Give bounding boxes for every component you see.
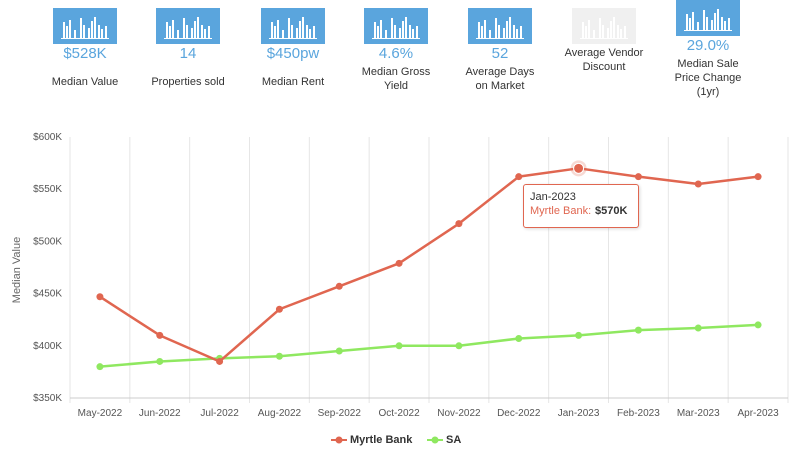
legend-marker-icon — [427, 436, 443, 444]
stat-label: Median Value — [51, 76, 119, 88]
bar-chart-icon — [468, 8, 532, 44]
stat-label-line-2: on Market — [475, 80, 525, 92]
stat-median-rent[interactable]: $450pw Median Rent — [238, 8, 348, 89]
x-tick-label: Nov-2022 — [437, 408, 481, 419]
data-point[interactable] — [96, 363, 104, 371]
data-point[interactable] — [395, 342, 403, 350]
tooltip-series: Myrtle Bank: — [530, 205, 592, 217]
stat-label-line-1: Median Sale — [677, 58, 739, 70]
stat-average-vendor-discount: Average Vendor Discount — [549, 8, 659, 74]
stat-value: 4.6% — [378, 45, 414, 62]
data-point[interactable] — [515, 173, 523, 181]
chart-grid — [69, 137, 789, 403]
legend-label: Myrtle Bank — [350, 434, 413, 446]
x-tick-label: Mar-2023 — [677, 408, 720, 419]
stat-label-line-1: Median Gross — [361, 66, 431, 78]
chart-axes: $350K $400K $450K $500K $550K $600K May-2022 Ju… — [33, 132, 788, 419]
data-point[interactable] — [754, 321, 762, 329]
hover-point[interactable] — [573, 162, 585, 174]
y-axis-title: Median Value — [11, 237, 23, 303]
x-tick-label: Apr-2023 — [738, 408, 780, 419]
data-point[interactable] — [455, 220, 463, 228]
y-tick-label: $600K — [33, 132, 62, 143]
x-tick-label: Jan-2023 — [558, 408, 600, 419]
chart-series — [96, 160, 762, 371]
data-point[interactable] — [275, 352, 283, 360]
stat-label-line-2: Price Change — [674, 72, 742, 84]
data-point[interactable] — [335, 347, 343, 355]
data-point[interactable] — [275, 305, 283, 313]
data-point[interactable] — [335, 282, 343, 290]
bar-chart-icon — [572, 8, 636, 44]
bar-chart-icon — [261, 8, 325, 44]
data-point[interactable] — [515, 334, 523, 342]
stat-value: 14 — [179, 45, 197, 62]
bar-chart-icon — [676, 0, 740, 36]
stat-value: 52 — [491, 45, 509, 62]
stat-label-line-2: Yield — [383, 80, 409, 92]
stat-properties-sold[interactable]: 14 Properties sold — [133, 8, 243, 89]
bar-chart-icon — [53, 8, 117, 44]
stat-value: 29.0% — [686, 37, 730, 54]
stat-label-line-2: Discount — [582, 61, 626, 73]
stat-label-line-1: Average Vendor — [564, 47, 644, 59]
x-tick-label: Dec-2022 — [497, 408, 541, 419]
legend-label: SA — [446, 434, 462, 446]
tooltip-date: Jan-2023 — [530, 191, 576, 203]
data-point[interactable] — [754, 173, 762, 181]
x-tick-label: May-2022 — [78, 408, 123, 419]
data-point[interactable] — [694, 324, 702, 332]
stat-median-value[interactable]: $528K Median Value — [30, 8, 140, 89]
data-point[interactable] — [634, 173, 642, 181]
bar-chart-icon — [156, 8, 220, 44]
chart-tooltip: Jan-2023 Myrtle Bank: $570K — [523, 184, 639, 228]
y-tick-label: $500K — [33, 236, 62, 247]
stat-label-line-1: Average Days — [465, 66, 535, 78]
line-chart: $350K $400K $450K $500K $550K $600K May-2022 Ju… — [11, 132, 789, 419]
data-point[interactable] — [216, 357, 224, 365]
x-tick-label: Sep-2022 — [318, 408, 362, 419]
x-tick-label: Feb-2023 — [617, 408, 660, 419]
y-tick-label: $400K — [33, 341, 62, 352]
data-point[interactable] — [575, 331, 583, 339]
stat-value: $528K — [63, 45, 107, 62]
stat-label: Properties sold — [151, 76, 225, 88]
data-point[interactable] — [694, 180, 702, 188]
stat-median-sale-price-change[interactable]: 29.0% Median Sale Price Change (1yr) — [653, 0, 763, 99]
x-tick-label: Oct-2022 — [379, 408, 421, 419]
bar-chart-icon — [364, 8, 428, 44]
data-point[interactable] — [634, 326, 642, 334]
data-point[interactable] — [455, 342, 463, 350]
y-tick-label: $450K — [33, 289, 62, 300]
tooltip-value: $570K — [595, 205, 628, 217]
stat-average-days-on-market[interactable]: 52 Average Days on Market — [445, 8, 555, 93]
stat-value: $450pw — [266, 45, 320, 62]
series-line-1 — [99, 323, 759, 368]
series-line-0 — [99, 167, 759, 363]
stat-label-line-3: (1yr) — [696, 86, 720, 98]
data-point[interactable] — [156, 331, 164, 339]
x-tick-label: Aug-2022 — [258, 408, 302, 419]
legend-marker-icon — [331, 436, 347, 444]
y-tick-label: $550K — [33, 184, 62, 195]
x-tick-label: Jun-2022 — [139, 408, 181, 419]
data-point[interactable] — [395, 259, 403, 267]
stat-median-gross-yield[interactable]: 4.6% Median Gross Yield — [341, 8, 451, 93]
y-tick-label: $350K — [33, 393, 62, 404]
stat-label: Median Rent — [261, 76, 325, 88]
stats-row: $528K Median Value 14 Properties sold $4… — [0, 0, 800, 130]
x-tick-label: Jul-2022 — [200, 408, 239, 419]
data-point[interactable] — [96, 293, 104, 301]
data-point[interactable] — [156, 357, 164, 365]
